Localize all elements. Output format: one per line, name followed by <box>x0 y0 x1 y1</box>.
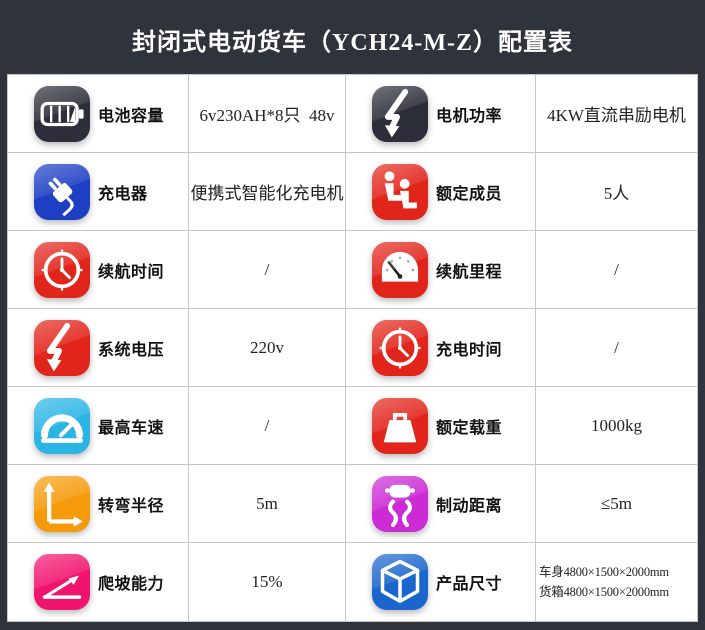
spec-label-cell: 产品尺寸 <box>346 543 536 621</box>
spec-value: 15% <box>189 543 346 621</box>
spec-value: 5m <box>189 465 346 543</box>
spec-label-cell: 转弯半径 <box>8 465 189 543</box>
spec-value: ≤5m <box>536 465 697 543</box>
brake-distance-icon <box>372 475 428 532</box>
dimension-line-body: 车身4800×1500×2000mm <box>539 565 669 579</box>
spec-table: 电池容量 6v230AH*8只 48v 电机功率 4KW直流串励电机 充电器 便… <box>7 74 698 622</box>
table-row: 转弯半径 5m 制动距离 ≤5m <box>8 465 697 543</box>
spec-label-cell: 最高车速 <box>8 387 189 465</box>
spec-label: 电池容量 <box>98 107 165 125</box>
spec-label-cell: 电机功率 <box>346 75 536 153</box>
mileage-gauge-icon <box>372 241 428 298</box>
motor-power-bolt-icon <box>372 85 428 142</box>
spec-label: 充电器 <box>98 185 148 203</box>
spec-value: 5人 <box>536 153 697 231</box>
spec-value: 便携式智能化充电机 <box>189 153 346 231</box>
spec-value: 1000kg <box>536 387 697 465</box>
spec-value: 车身4800×1500×2000mm 货箱4800×1500×2000mm <box>536 543 697 621</box>
spec-label: 爬坡能力 <box>98 576 165 593</box>
spec-label: 最高车速 <box>98 419 165 437</box>
battery-icon <box>34 85 90 142</box>
spec-label-cell: 充电器 <box>8 153 189 231</box>
spec-value: / <box>189 387 346 465</box>
spec-label-cell: 额定载重 <box>346 387 536 465</box>
spec-label-cell: 制动距离 <box>346 465 536 543</box>
spec-label: 充电时间 <box>436 341 503 359</box>
slope-icon <box>34 554 90 610</box>
dimension-line-cargo: 货箱4800×1500×2000mm <box>539 585 669 599</box>
table-row: 续航时间 / 续航里程 / <box>8 231 697 309</box>
page-title: 封闭式电动货车（YCH24-M-Z）配置表 <box>132 30 573 56</box>
table-row: 系统电压 220v 充电时间 / <box>8 309 697 387</box>
charger-plug-icon <box>34 163 90 220</box>
spec-label-cell: 电池容量 <box>8 75 189 153</box>
spec-label: 系统电压 <box>98 341 165 359</box>
spec-label: 续航里程 <box>436 263 503 281</box>
spec-value: / <box>536 309 697 387</box>
table-row: 电池容量 6v230AH*8只 48v 电机功率 4KW直流串励电机 <box>8 75 697 153</box>
spec-label-cell: 额定成员 <box>346 153 536 231</box>
clock-icon <box>34 241 90 298</box>
spec-label: 转弯半径 <box>98 497 165 515</box>
voltage-bolt-icon <box>34 319 90 376</box>
clock-icon <box>372 319 428 376</box>
spec-label-cell: 系统电压 <box>8 309 189 387</box>
spec-label: 额定成员 <box>436 185 503 203</box>
spec-value: / <box>536 231 697 309</box>
spec-value: / <box>189 231 346 309</box>
speedometer-icon <box>34 397 90 454</box>
weight-icon <box>372 397 428 454</box>
spec-label-cell: 续航里程 <box>346 231 536 309</box>
spec-value: 4KW直流串励电机 <box>536 75 697 153</box>
product-size-cube-icon <box>372 554 428 610</box>
spec-label: 电机功率 <box>436 107 503 125</box>
turn-radius-icon <box>34 475 90 532</box>
spec-label: 额定载重 <box>436 419 503 437</box>
spec-value: 6v230AH*8只 48v <box>189 75 346 153</box>
passengers-icon <box>372 163 428 220</box>
table-row: 最高车速 / 额定载重 1000kg <box>8 387 697 465</box>
spec-value: 220v <box>189 309 346 387</box>
spec-label: 续航时间 <box>98 263 165 281</box>
spec-label-cell: 续航时间 <box>8 231 189 309</box>
spec-label: 产品尺寸 <box>436 576 503 593</box>
spec-label: 制动距离 <box>436 497 503 515</box>
table-row: 充电器 便携式智能化充电机 额定成员 5人 <box>8 153 697 231</box>
table-row: 爬坡能力 15% 产品尺寸 车身4800×1500×2000mm 货箱4800×… <box>8 543 697 621</box>
spec-label-cell: 爬坡能力 <box>8 543 189 621</box>
spec-label-cell: 充电时间 <box>346 309 536 387</box>
